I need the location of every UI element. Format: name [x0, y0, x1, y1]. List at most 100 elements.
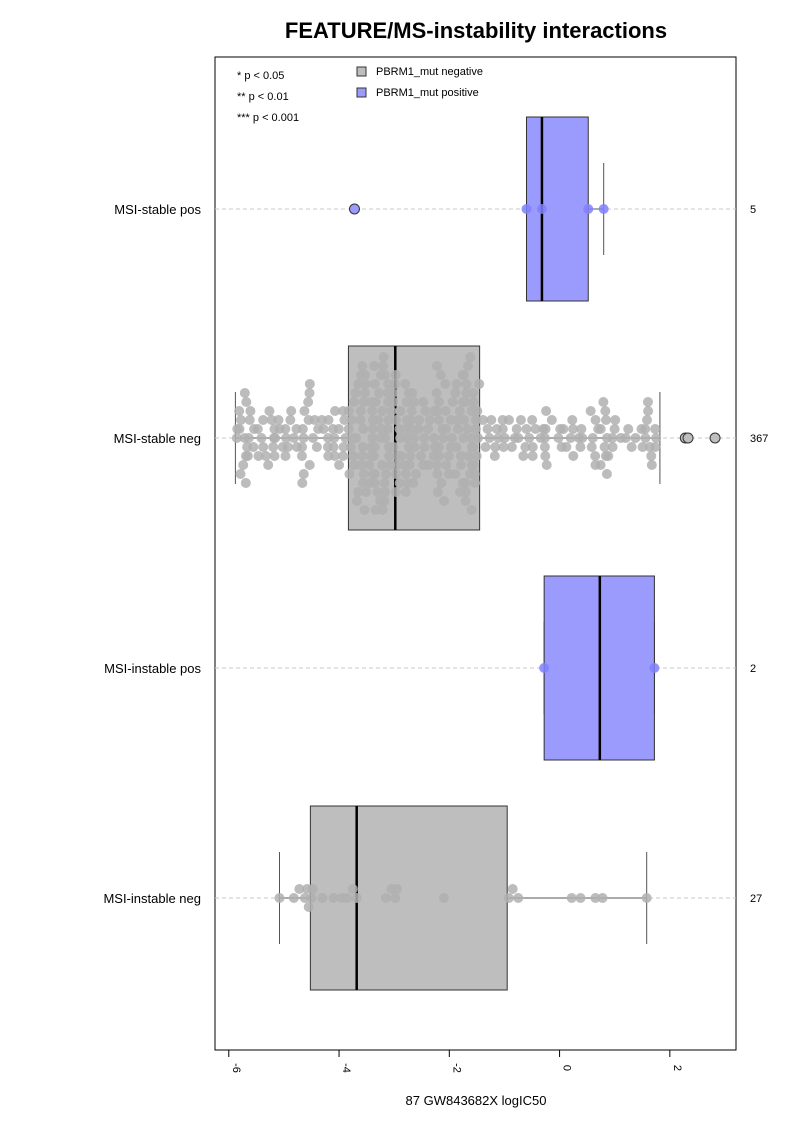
data-point	[380, 893, 391, 903]
data-point	[409, 442, 420, 452]
data-point	[493, 433, 504, 443]
data-point	[440, 406, 451, 416]
data-point	[418, 397, 429, 407]
data-point	[369, 379, 380, 389]
data-point	[432, 361, 443, 371]
data-point	[386, 406, 397, 416]
data-point	[243, 433, 254, 443]
data-point	[263, 460, 274, 470]
data-point	[400, 379, 411, 389]
data-point	[366, 397, 377, 407]
data-point	[429, 442, 440, 452]
x-axis: -6 -4 -2 0 2	[228, 1049, 683, 1073]
data-point	[424, 415, 435, 425]
data-point	[304, 379, 315, 389]
data-point	[649, 663, 660, 673]
data-point	[303, 902, 314, 912]
data-point	[268, 433, 279, 443]
data-point	[539, 663, 550, 673]
data-point	[432, 487, 443, 497]
data-point	[280, 424, 291, 434]
data-point	[601, 469, 612, 479]
legend-swatch	[356, 66, 367, 77]
data-point	[431, 388, 442, 398]
data-point	[291, 424, 302, 434]
data-point	[457, 478, 468, 488]
data-point	[298, 469, 309, 479]
data-point	[359, 388, 370, 398]
data-point	[348, 451, 359, 461]
category-label-2: MSI-instable pos	[104, 661, 201, 676]
data-point	[590, 415, 601, 425]
data-point	[369, 442, 380, 452]
data-point	[375, 433, 386, 443]
data-point	[294, 884, 305, 894]
data-point	[433, 397, 444, 407]
category-label-1: MSI-stable neg	[114, 431, 201, 446]
data-point	[553, 433, 564, 443]
data-point	[600, 406, 611, 416]
data-point	[450, 388, 461, 398]
data-point	[468, 397, 479, 407]
data-point	[599, 442, 610, 452]
data-point	[418, 460, 429, 470]
data-point	[651, 433, 662, 443]
data-point	[240, 478, 251, 488]
data-point	[338, 406, 349, 416]
data-point	[383, 415, 394, 425]
data-point	[349, 460, 360, 470]
data-point	[351, 433, 362, 443]
data-point	[460, 496, 471, 506]
x-tick-label: -6	[230, 1063, 242, 1073]
data-point	[498, 442, 509, 452]
data-point	[361, 487, 372, 497]
data-point	[360, 370, 371, 380]
data-point	[598, 397, 609, 407]
sample-count-0: 5	[750, 204, 756, 216]
significance-legend-item: * p < 0.05	[237, 70, 284, 82]
data-point	[258, 442, 269, 452]
data-point	[626, 442, 637, 452]
data-point	[458, 370, 469, 380]
data-point	[462, 424, 473, 434]
data-point	[358, 469, 369, 479]
data-point	[489, 451, 500, 461]
data-point	[304, 388, 315, 398]
data-point	[463, 451, 474, 461]
data-point	[390, 370, 401, 380]
data-point	[368, 451, 379, 461]
data-point	[394, 478, 405, 488]
data-point	[391, 884, 402, 894]
data-point	[309, 415, 320, 425]
data-point	[530, 424, 541, 434]
grid-lines	[215, 208, 736, 899]
data-point	[435, 370, 446, 380]
data-point	[469, 469, 480, 479]
data-point	[355, 415, 366, 425]
data-point	[603, 451, 614, 461]
data-point	[357, 361, 368, 371]
data-point	[468, 460, 479, 470]
data-point	[601, 415, 612, 425]
data-point	[285, 415, 296, 425]
box-0	[525, 116, 589, 302]
data-point	[281, 433, 292, 443]
data-point	[650, 442, 661, 452]
data-point	[297, 478, 308, 488]
data-point	[441, 460, 452, 470]
data-point	[444, 469, 455, 479]
data-point	[503, 893, 514, 903]
data-point	[378, 361, 389, 371]
data-point	[235, 415, 246, 425]
x-axis-label: 87 GW843682X logIC50	[406, 1093, 547, 1108]
data-points	[231, 203, 721, 912]
data-point	[466, 505, 477, 515]
data-point	[593, 424, 604, 434]
data-point	[521, 424, 532, 434]
data-point	[490, 442, 501, 452]
data-point	[288, 893, 299, 903]
data-point	[503, 415, 514, 425]
data-point	[575, 893, 586, 903]
data-point	[575, 442, 586, 452]
data-point	[506, 442, 517, 452]
